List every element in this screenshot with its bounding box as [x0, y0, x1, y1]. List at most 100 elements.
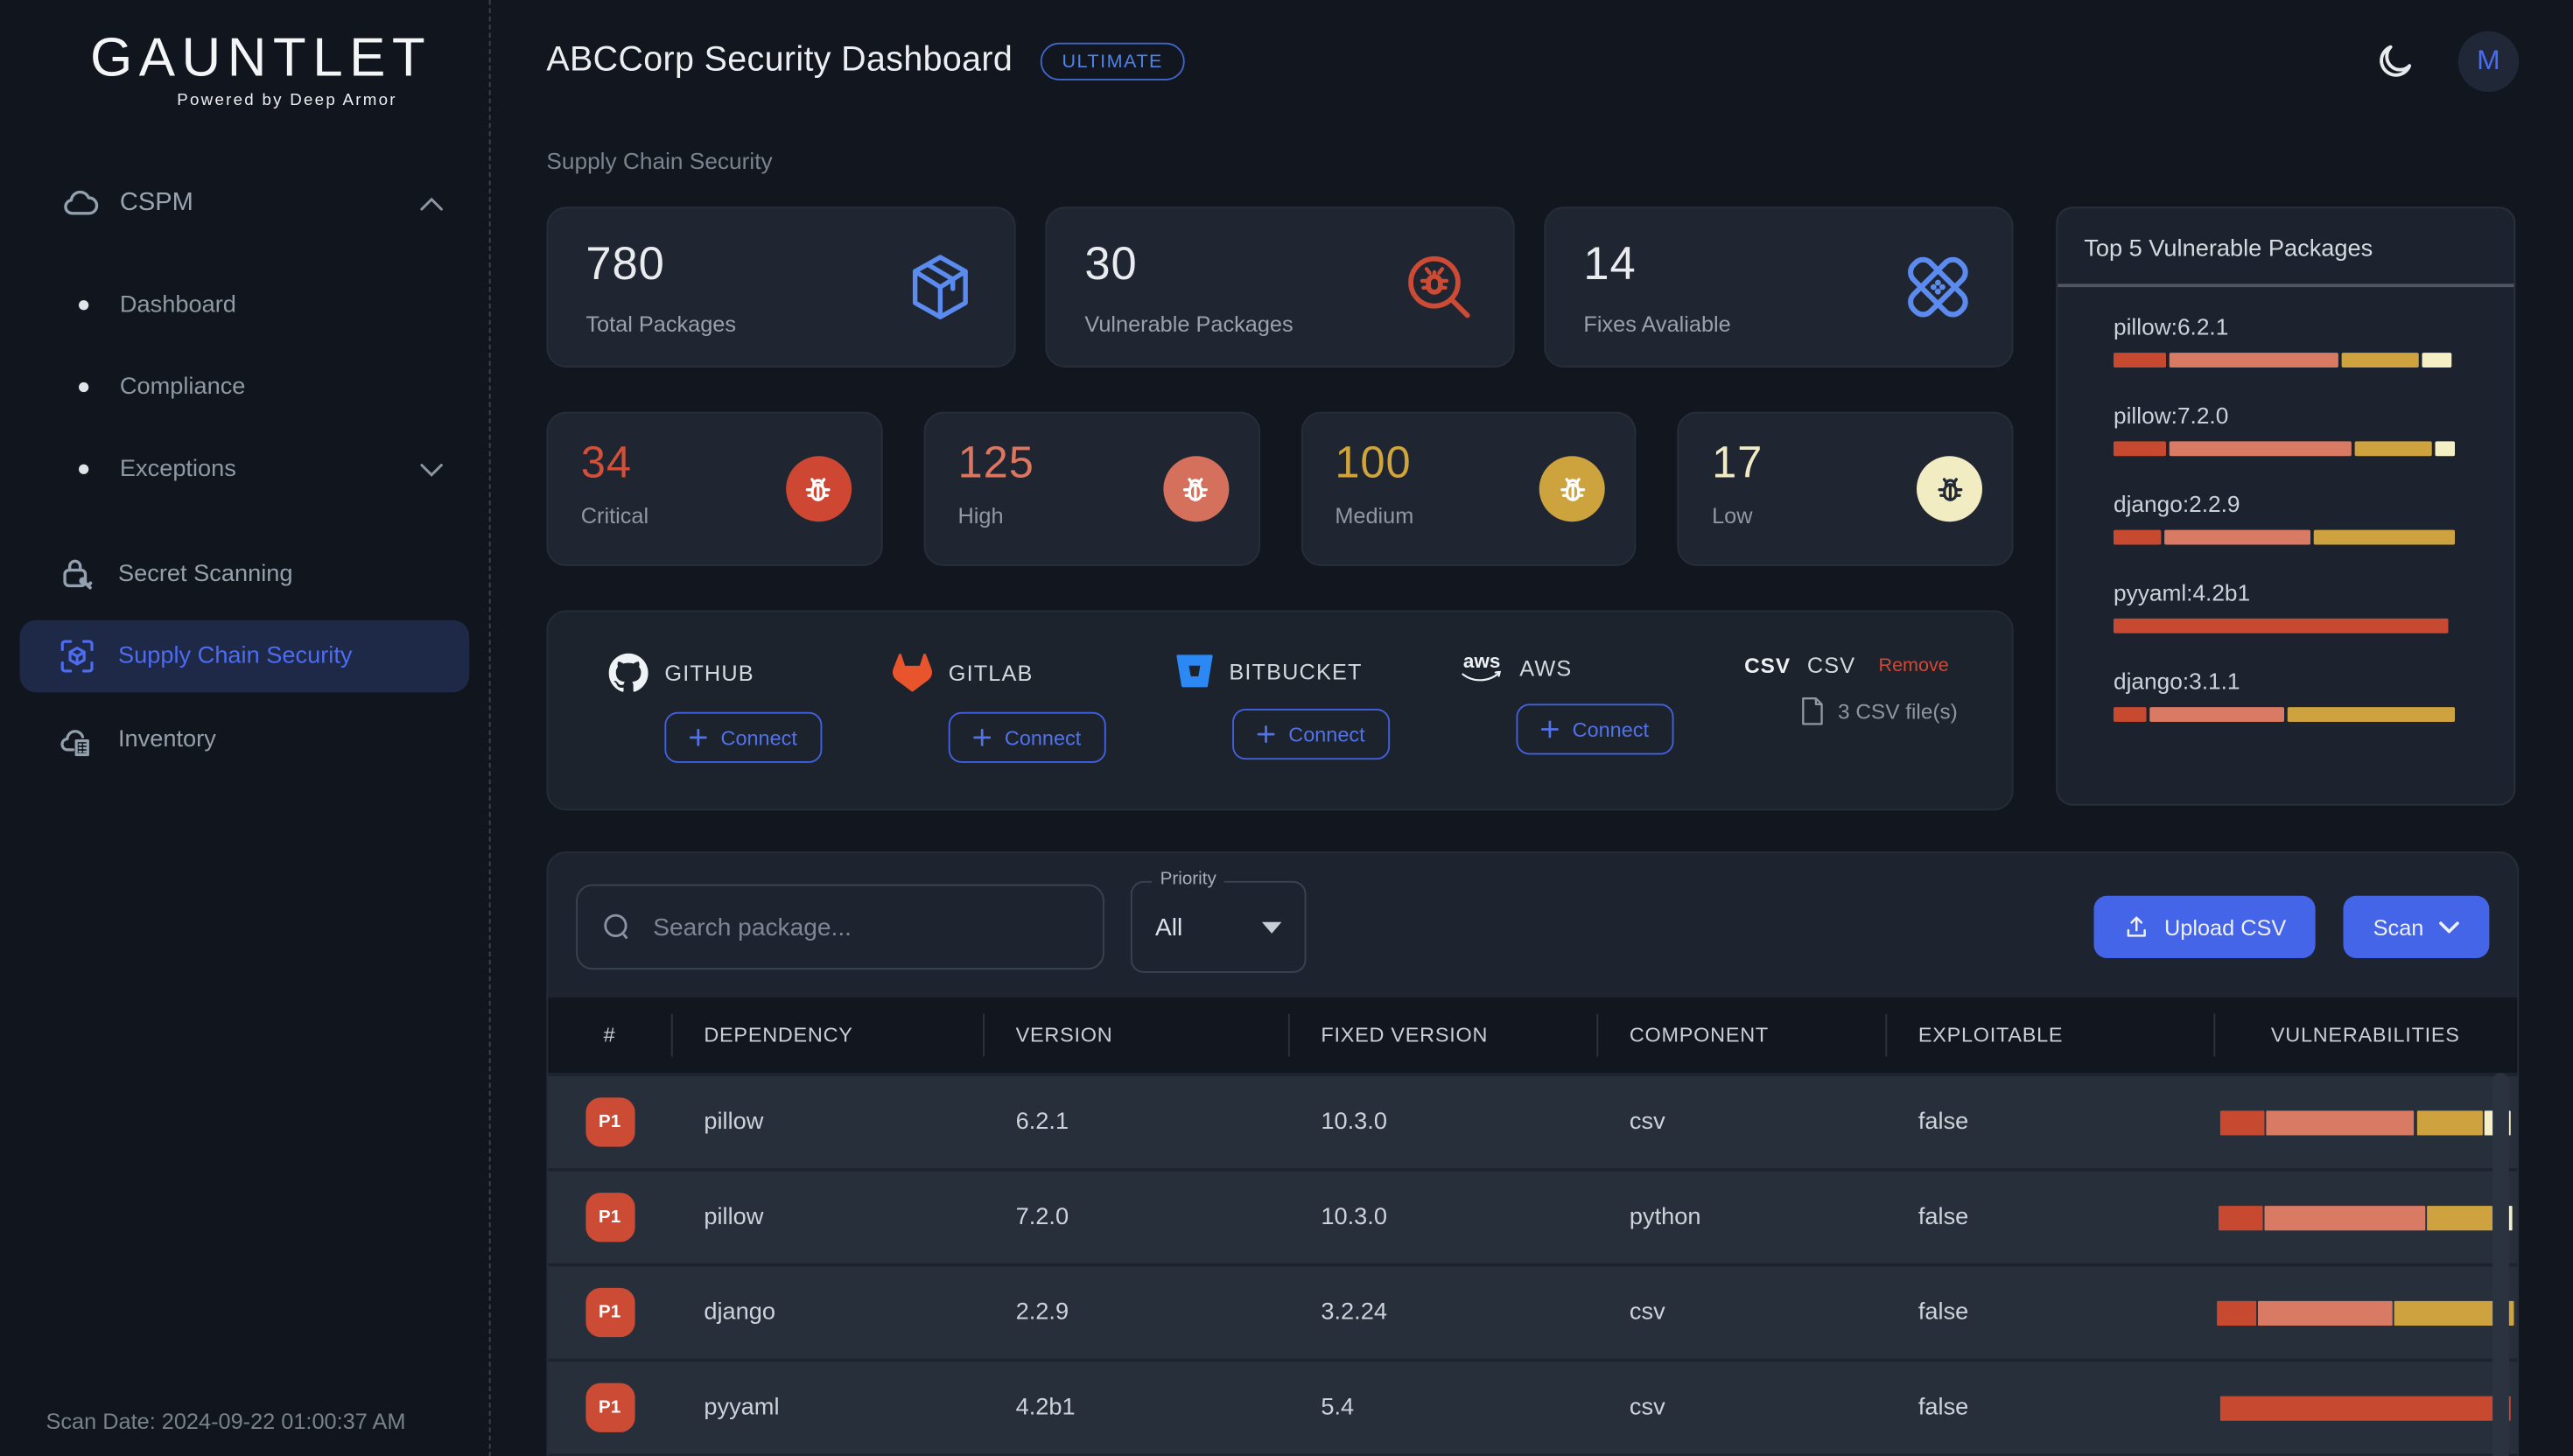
table-row[interactable]: P1 django 2.2.9 3.2.24 csv false [548, 1263, 2518, 1359]
severity-bar [2219, 1395, 2512, 1420]
upload-icon [2127, 916, 2146, 937]
cell-version: 6.2.1 [1015, 1109, 1069, 1136]
top5-item: django:2.2.9 [2114, 491, 2456, 545]
brand-tagline: Powered by Deep Armor [177, 92, 397, 110]
bug-search-icon [1401, 249, 1476, 325]
table-toolbar: Priority All Upload CSV Scan [548, 853, 2517, 973]
integration-name: GITLAB [948, 660, 1034, 685]
cell-dependency: pillow [704, 1204, 764, 1231]
card-value: 14 [1583, 237, 1637, 289]
cell-version: 2.2.9 [1015, 1299, 1069, 1326]
cell-fixed-version: 10.3.0 [1321, 1109, 1387, 1136]
caret-down-icon [1261, 920, 1282, 933]
integration-name: CSV [1806, 653, 1856, 678]
upload-csv-button[interactable]: Upload CSV [2093, 895, 2317, 958]
plan-badge: ULTIMATE [1041, 41, 1185, 80]
sidebar-item-cspm[interactable]: CSPM [0, 178, 489, 228]
cell-component: csv [1629, 1394, 1665, 1421]
bitbucket-connect-button[interactable]: Connect [1232, 709, 1391, 760]
upload-csv-label: Upload CSV [2163, 914, 2287, 940]
cell-dependency: pillow [704, 1109, 764, 1136]
top5-panel: Top 5 Vulnerable Packages pillow:6.2.1 p… [2056, 206, 2516, 806]
aws-connect-button[interactable]: Connect [1516, 704, 1674, 755]
vulnerable-packages-card: 30 Vulnerable Packages [1045, 206, 1515, 368]
scan-button[interactable]: Scan [2343, 895, 2490, 958]
sidebar-item-exceptions[interactable]: Exceptions [0, 428, 489, 510]
package-name: pillow:6.2.1 [2114, 313, 2229, 340]
priority-badge: P1 [585, 1193, 634, 1242]
column-header: EXPLOITABLE [1885, 1024, 2213, 1046]
severity-bar [2218, 1205, 2513, 1230]
sidebar-item-label: Secret Scanning [118, 560, 293, 587]
gitlab-connect-button[interactable]: Connect [948, 711, 1106, 763]
priority-badge: P1 [585, 1097, 634, 1147]
cell-fixed-version: 3.2.24 [1321, 1299, 1387, 1326]
sidebar-item-supply-chain-security[interactable]: Supply Chain Security [19, 620, 470, 693]
low-card: 17 Low [1677, 411, 2014, 566]
integration-gitlab: GITLAB Connect [893, 653, 1176, 808]
cell-exploitable: false [1917, 1394, 1969, 1421]
sidebar-item-label: Inventory [118, 725, 216, 752]
column-header: FIXED VERSION [1288, 1024, 1597, 1046]
sidebar-item-inventory[interactable]: Inventory [0, 696, 489, 782]
sidebar-item-dashboard[interactable]: Dashboard [0, 264, 489, 346]
cell-component: python [1629, 1204, 1701, 1231]
supply-chain-icon [58, 637, 97, 676]
card-label: Medium [1335, 503, 1414, 528]
integration-csv: CSV CSV Remove 3 CSV file(s) [1744, 653, 1988, 808]
priority-select[interactable]: Priority All [1130, 869, 1307, 973]
table-row[interactable]: P1 pyyaml 4.2b1 5.4 csv false [548, 1358, 2518, 1454]
avatar-initial: M [2477, 44, 2500, 76]
sidebar-item-compliance[interactable]: Compliance [0, 346, 489, 429]
card-value: 30 [1084, 237, 1138, 289]
content-row: 780 Total Packages 30 Vulnerable Pa [546, 206, 2519, 811]
package-name: django:3.1.1 [2114, 668, 2240, 695]
package-name: pyyaml:4.2b1 [2114, 578, 2251, 606]
brand-logo: GAUNTLET Powered by Deep Armor [90, 26, 425, 110]
sidebar-main-menu: Secret Scanning Supply Chain Security [0, 530, 489, 783]
total-packages-card: 780 Total Packages [546, 206, 1016, 368]
severity-bar [2114, 353, 2452, 368]
severity-bar [2114, 441, 2455, 457]
column-header: VERSION [983, 1024, 1288, 1046]
table-header: # DEPENDENCY VERSION FIXED VERSION COMPO… [548, 998, 2518, 1074]
medium-card: 100 Medium [1300, 411, 1637, 566]
table-row[interactable]: P1 pillow 7.2.0 10.3.0 python false [548, 1168, 2518, 1264]
bullet-icon [79, 382, 89, 393]
cloud-building-icon [58, 719, 97, 759]
plus-icon [1258, 725, 1275, 744]
csv-remove-link[interactable]: Remove [1878, 655, 1949, 676]
severity-bar [2216, 1299, 2514, 1326]
sidebar-item-secret-scanning[interactable]: Secret Scanning [0, 530, 489, 617]
github-connect-button[interactable]: Connect [664, 711, 823, 763]
csv-files-label: 3 CSV file(s) [1838, 698, 1958, 724]
integration-name: GITHUB [664, 660, 754, 685]
connect-label: Connect [1288, 722, 1365, 746]
bug-icon [1539, 456, 1606, 522]
card-value: 780 [585, 237, 665, 289]
bug-icon [1162, 456, 1229, 522]
sidebar: GAUNTLET Powered by Deep Armor CSPM Dash… [0, 0, 491, 1456]
cell-version: 7.2.0 [1015, 1204, 1069, 1231]
cell-version: 4.2b1 [1015, 1394, 1076, 1421]
cell-component: csv [1629, 1109, 1665, 1136]
moon-icon[interactable] [2374, 40, 2415, 81]
fixes-available-card: 14 Fixes Avaliable [1544, 206, 2014, 368]
bug-icon [785, 456, 852, 522]
search-input[interactable] [649, 911, 1067, 943]
integration-name: BITBUCKET [1229, 658, 1363, 683]
package-icon [902, 249, 978, 325]
avatar[interactable]: M [2457, 30, 2520, 92]
column-header: # [603, 1024, 616, 1047]
table-row[interactable]: P1 pillow 6.2.1 10.3.0 csv false [548, 1073, 2518, 1168]
page-title: ABCCorp Security Dashboard [546, 40, 1013, 79]
aws-icon: aws [1461, 651, 1504, 684]
cell-dependency: pyyaml [704, 1394, 780, 1421]
card-label: Critical [580, 503, 649, 528]
sidebar-item-label: Exceptions [119, 456, 236, 483]
top5-list: pillow:6.2.1 pillow:7.2.0 django:2.2.9 p… [2058, 287, 2513, 722]
gitlab-icon [893, 653, 932, 692]
priority-badge: P1 [585, 1287, 634, 1338]
table-scrollbar[interactable] [2492, 1073, 2509, 1456]
